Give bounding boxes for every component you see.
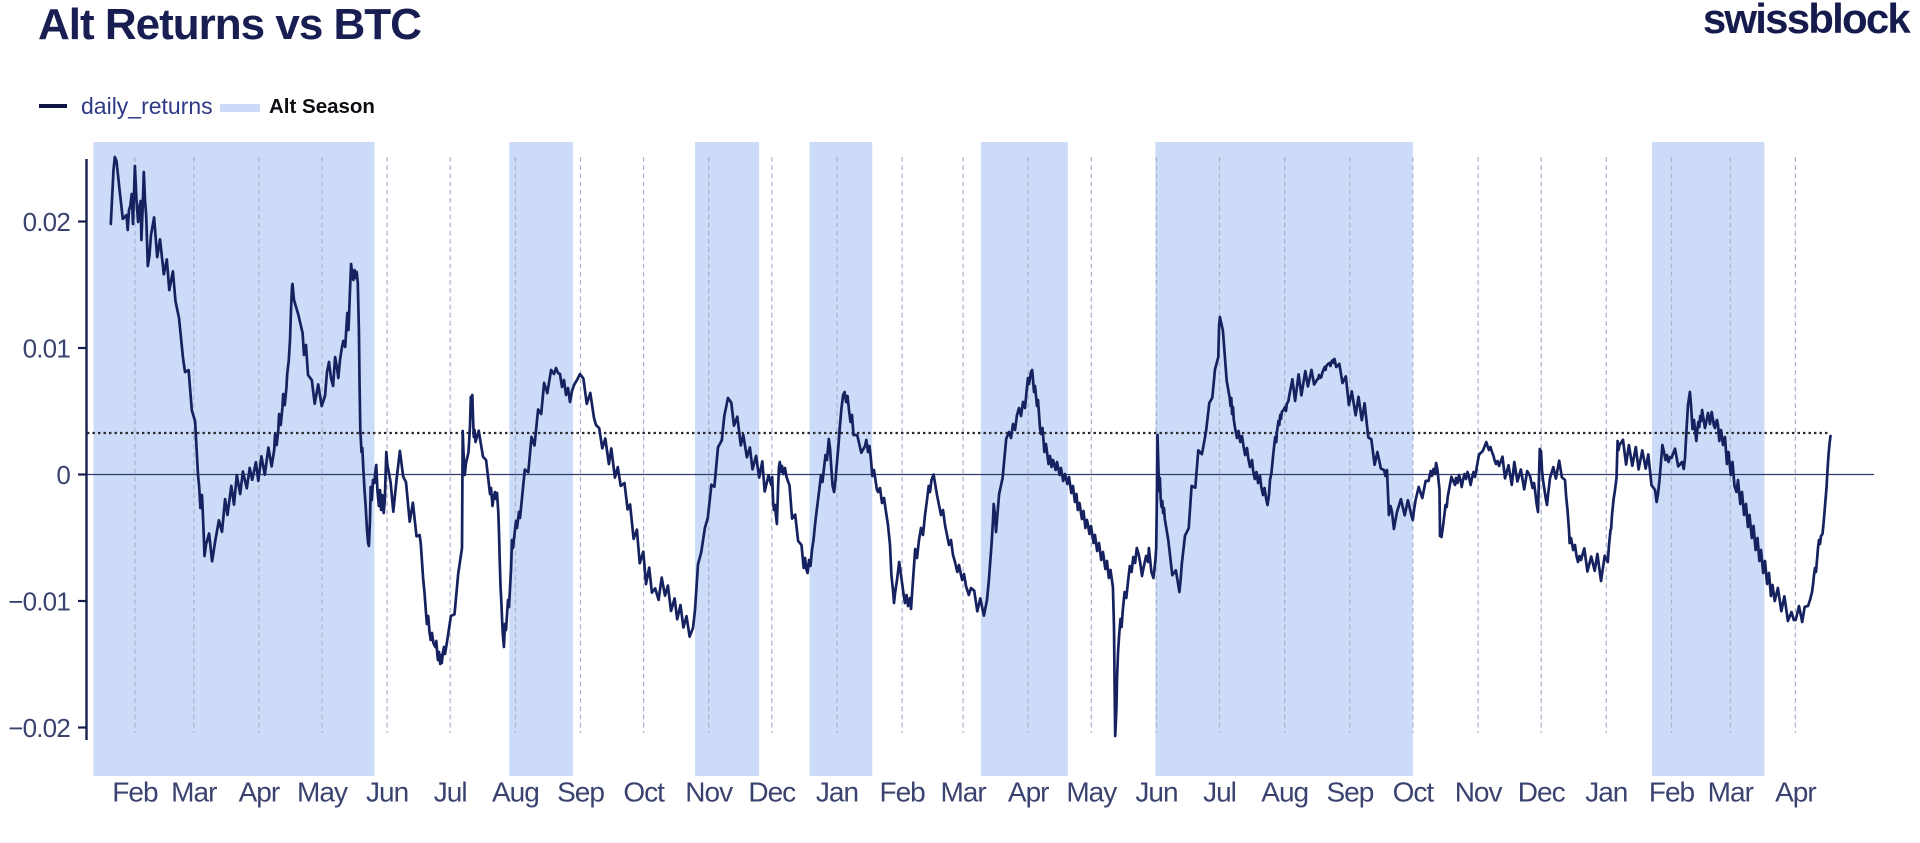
svg-text:Oct: Oct	[1393, 777, 1435, 808]
svg-text:Dec: Dec	[748, 777, 796, 808]
svg-text:Jun: Jun	[1135, 777, 1177, 808]
svg-text:Feb: Feb	[1649, 777, 1695, 808]
svg-text:Mar: Mar	[171, 777, 217, 808]
svg-text:Jan: Jan	[1585, 777, 1627, 808]
svg-text:Apr: Apr	[1775, 777, 1816, 808]
svg-text:0.01: 0.01	[23, 334, 71, 364]
svg-text:Aug: Aug	[1261, 777, 1308, 808]
svg-text:0: 0	[56, 460, 70, 490]
svg-text:Sep: Sep	[1326, 777, 1373, 808]
svg-text:Jan: Jan	[816, 777, 858, 808]
svg-text:Mar: Mar	[1708, 777, 1754, 808]
svg-text:May: May	[297, 777, 348, 808]
svg-text:Nov: Nov	[685, 777, 733, 808]
svg-text:−0.01: −0.01	[8, 587, 70, 617]
svg-text:Aug: Aug	[492, 777, 539, 808]
svg-text:Jul: Jul	[1203, 777, 1236, 808]
svg-text:Oct: Oct	[623, 777, 665, 808]
svg-text:Apr: Apr	[239, 777, 280, 808]
svg-text:Jun: Jun	[366, 777, 408, 808]
svg-text:Apr: Apr	[1008, 777, 1049, 808]
svg-text:Nov: Nov	[1455, 777, 1503, 808]
svg-text:Mar: Mar	[940, 777, 986, 808]
svg-text:−0.02: −0.02	[8, 713, 70, 743]
svg-text:0.02: 0.02	[23, 207, 71, 237]
svg-text:Dec: Dec	[1518, 777, 1566, 808]
svg-text:May: May	[1066, 777, 1117, 808]
svg-text:Feb: Feb	[879, 777, 925, 808]
svg-text:Jul: Jul	[434, 777, 467, 808]
svg-text:Sep: Sep	[557, 777, 604, 808]
svg-text:Feb: Feb	[112, 777, 158, 808]
